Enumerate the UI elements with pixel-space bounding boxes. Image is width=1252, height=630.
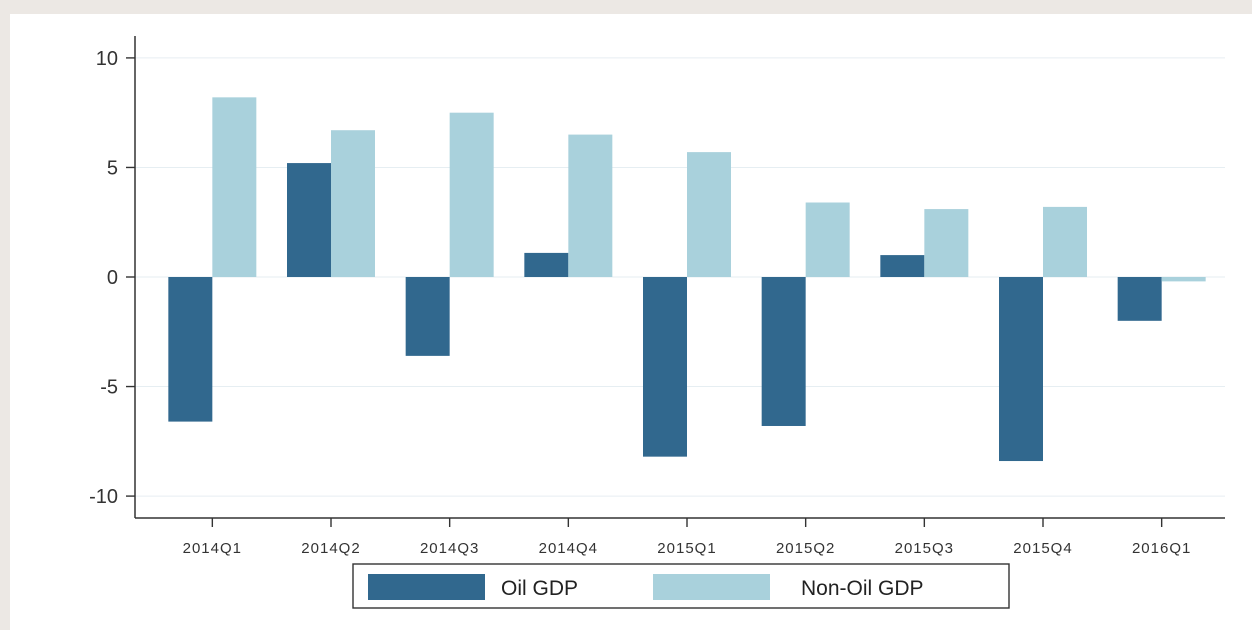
bar-non-oil-gdp-2016q1 <box>1161 277 1206 282</box>
legend-swatch-non-oil-gdp <box>653 574 770 600</box>
y-tick-label: 10 <box>96 48 118 70</box>
bar-oil-gdp-2014q2 <box>287 163 331 277</box>
x-tick-label: 2016Q1 <box>1132 540 1191 557</box>
bar-non-oil-gdp-2014q3 <box>449 112 494 277</box>
y-tick-labels: -10 -5 0 5 10 <box>89 48 118 508</box>
x-tick-label: 2015Q4 <box>1013 540 1072 557</box>
x-tick-labels: 2014Q1 2014Q2 2014Q3 2014Q4 2015Q1 2015Q2 2015… <box>183 540 1191 557</box>
bar-non-oil-gdp-2014q2 <box>331 130 375 277</box>
legend-label-non-oil-gdp: Non-Oil GDP <box>801 577 924 600</box>
x-tick-label: 2014Q1 <box>183 540 242 557</box>
x-tick-label: 2015Q2 <box>776 540 835 557</box>
y-tick-label: 0 <box>107 267 118 289</box>
bar-non-oil-gdp-2015q3 <box>924 209 969 277</box>
bar-oil-gdp-2015q4 <box>999 277 1043 462</box>
x-tick-label: 2015Q1 <box>657 540 716 557</box>
y-tick-label: -5 <box>100 377 118 399</box>
bar-oil-gdp-2014q1 <box>168 277 213 422</box>
legend-label-oil-gdp: Oil GDP <box>501 577 578 600</box>
bar-oil-gdp-2014q4 <box>524 252 569 277</box>
x-tick-label: 2014Q3 <box>420 540 479 557</box>
bar-oil-gdp-2015q2 <box>761 277 806 426</box>
bar-non-oil-gdp-2014q4 <box>568 134 613 277</box>
legend-swatch-oil-gdp <box>368 574 485 600</box>
axes <box>126 36 1225 527</box>
bar-non-oil-gdp-2015q2 <box>805 202 850 277</box>
bar-non-oil-gdp-2015q1 <box>687 152 731 277</box>
bar-oil-gdp-2016q1 <box>1117 277 1162 321</box>
x-tick-label: 2015Q3 <box>895 540 954 557</box>
bar-oil-gdp-2015q1 <box>643 277 687 457</box>
legend: Oil GDP Non-Oil GDP <box>352 563 1010 609</box>
bar-non-oil-gdp-2014q1 <box>212 97 257 277</box>
bars <box>168 97 1206 462</box>
bar-oil-gdp-2014q3 <box>405 277 450 356</box>
x-tick-label: 2014Q2 <box>301 540 360 557</box>
y-tick-label: 5 <box>107 157 118 179</box>
bar-oil-gdp-2015q3 <box>880 255 925 277</box>
x-tick-label: 2014Q4 <box>539 540 598 557</box>
y-tick-label: -10 <box>89 486 118 508</box>
bar-non-oil-gdp-2015q4 <box>1043 206 1087 277</box>
